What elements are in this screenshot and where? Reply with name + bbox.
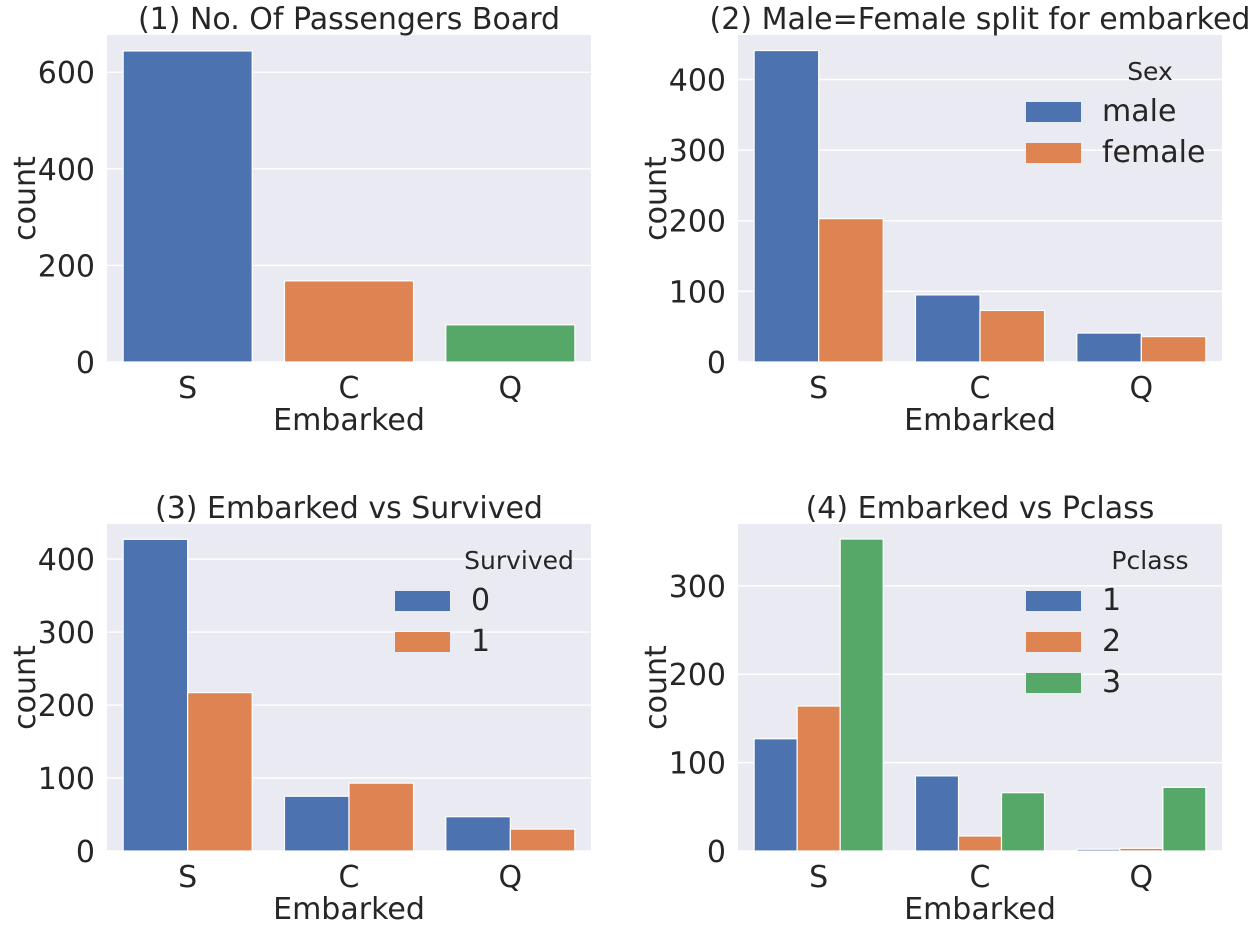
legend-swatch [395,591,450,611]
x-axis-label: Embarked [904,403,1056,438]
legend-label: 2 [1102,624,1121,659]
legend: Sex male female [1026,57,1205,170]
legend-swatch [1026,102,1081,122]
bar-c-1 [914,775,960,852]
bar-s-2 [796,705,841,852]
bar-q-0 [445,816,511,852]
bar-q-1 [509,828,576,852]
y-tick-label: 0 [707,835,726,870]
bar-q-3 [1162,786,1207,852]
subplot-4: 0 100 200 300 S C Q Embarked count (4) Embarked v… [639,491,1222,927]
x-tick-label: S [178,860,197,895]
y-tick-label: 400 [38,153,95,188]
legend-title: Sex [1127,57,1173,86]
subplot-1: 0 200 400 600 S C Q Embarked count (1) No. Of Pas… [8,2,591,438]
chart-title: (4) Embarked vs Pclass [806,491,1155,526]
x-tick-label: C [970,371,991,406]
bar-q-2 [1119,847,1164,852]
x-axis-label: Embarked [273,403,425,438]
legend-label: 3 [1102,665,1121,700]
y-tick-label: 300 [38,616,95,651]
chart-title: (1) No. Of Passengers Board [138,2,560,37]
legend-label: 1 [1102,583,1121,618]
y-axis-label: count [639,645,674,730]
y-tick-label: 400 [38,543,95,578]
legend-title: Pclass [1111,546,1188,575]
legend-swatch [1026,632,1081,652]
x-tick-label: S [809,371,828,406]
legend: Survived 0 1 [395,546,574,659]
y-axis-label: count [8,645,43,730]
bar-c-0 [283,795,350,852]
bar-c-female [979,309,1046,363]
x-tick-label: Q [499,371,523,406]
y-tick-label: 0 [76,835,95,870]
x-tick-label: Q [499,860,523,895]
x-axis-label: Embarked [904,892,1056,927]
legend-label: female [1102,135,1205,170]
x-axis-label: Embarked [273,892,425,927]
bar-c-male [914,294,981,363]
bar-q [445,324,576,363]
bar-c [283,280,415,363]
legend-label: 1 [471,624,490,659]
bar-s-female [818,218,884,363]
legend-swatch [1026,591,1081,611]
legend-swatch [1026,673,1081,693]
y-tick-label: 0 [76,346,95,381]
bar-c-2 [957,835,1003,852]
legend-swatch [1026,143,1081,163]
bar-s-male [753,49,820,363]
x-tick-label: Q [1130,371,1154,406]
bar-q-1 [1076,848,1121,852]
chart-title: (3) Embarked vs Survived [155,491,543,526]
x-tick-label: Q [1130,860,1154,895]
y-tick-label: 100 [669,747,726,782]
y-tick-label: 300 [669,134,726,169]
y-tick-label: 600 [38,56,95,91]
subplot-2: 0 100 200 300 400 S C Q Embarked count (2) Male=Fe… [639,2,1250,438]
y-axis-label: count [8,156,43,241]
x-tick-label: S [178,371,197,406]
x-tick-label: C [339,860,360,895]
legend-title: Survived [464,546,574,575]
y-tick-label: 400 [669,63,726,98]
bar-q-female [1140,335,1207,363]
chart-title: (2) Male=Female split for embarked [710,2,1251,37]
x-tick-label: S [809,860,828,895]
bar-q-male [1076,332,1142,363]
y-axis-label: count [639,156,674,241]
bar-s [122,50,253,363]
bar-c-3 [1000,792,1046,852]
bar-c-1 [348,782,415,852]
x-tick-label: C [339,371,360,406]
bar-s-1 [187,692,253,852]
y-tick-label: 200 [38,689,95,724]
y-tick-label: 0 [707,346,726,381]
x-tick-label: C [970,860,991,895]
legend-label: male [1102,94,1176,129]
y-tick-label: 300 [669,570,726,605]
subplot-3: 0 100 200 300 400 S C Q Embarked count (3) Embarke… [8,491,591,927]
y-tick-label: 200 [669,205,726,240]
legend-swatch [395,632,450,652]
bar-s-1 [753,738,798,852]
bar-s-0 [122,538,189,852]
y-tick-label: 100 [38,762,95,797]
y-tick-label: 100 [669,275,726,310]
bar-s-3 [839,538,884,852]
legend: Pclass 1 2 3 [1026,546,1189,700]
y-tick-label: 200 [38,249,95,284]
legend-label: 0 [471,583,490,618]
y-tick-label: 200 [669,658,726,693]
